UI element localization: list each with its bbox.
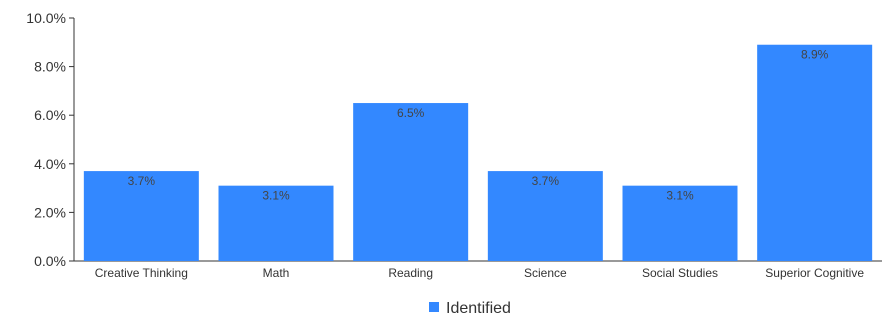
legend-label: Identified xyxy=(446,300,511,317)
x-tick-label: Social Studies xyxy=(642,266,718,280)
x-tick-label: Math xyxy=(263,266,290,280)
y-tick-label: 8.0% xyxy=(34,59,66,75)
data-label: 3.7% xyxy=(128,174,156,188)
bar xyxy=(83,171,199,261)
x-tick-label: Creative Thinking xyxy=(95,266,188,280)
bars: 3.7% 3.1% 6.5% 3.7% 3.1% 8.9% xyxy=(83,44,873,262)
x-axis-ticks: Creative Thinking Math Reading Science Socia… xyxy=(95,266,865,280)
y-axis-ticks: 0.0% 2.0% 4.0% 6.0% 8.0% 10.0% xyxy=(26,10,74,269)
legend: Identified xyxy=(429,300,511,317)
x-tick-label: Science xyxy=(524,266,567,280)
data-label: 3.1% xyxy=(262,189,290,203)
y-tick-label: 10.0% xyxy=(26,10,66,26)
data-label: 8.9% xyxy=(801,48,829,62)
data-label: 3.1% xyxy=(666,189,694,203)
y-tick-label: 4.0% xyxy=(34,156,66,172)
y-tick-label: 0.0% xyxy=(34,253,66,269)
y-tick-label: 6.0% xyxy=(34,107,66,123)
bar xyxy=(353,103,469,261)
x-tick-label: Reading xyxy=(388,266,433,280)
y-tick-label: 2.0% xyxy=(34,204,66,220)
data-label: 3.7% xyxy=(532,174,560,188)
x-tick-label: Superior Cognitive xyxy=(765,266,864,280)
data-label: 6.5% xyxy=(397,106,425,120)
legend-swatch xyxy=(429,302,439,312)
bar xyxy=(757,44,873,262)
bar xyxy=(487,171,603,261)
bar xyxy=(622,185,738,261)
bar xyxy=(218,185,334,261)
